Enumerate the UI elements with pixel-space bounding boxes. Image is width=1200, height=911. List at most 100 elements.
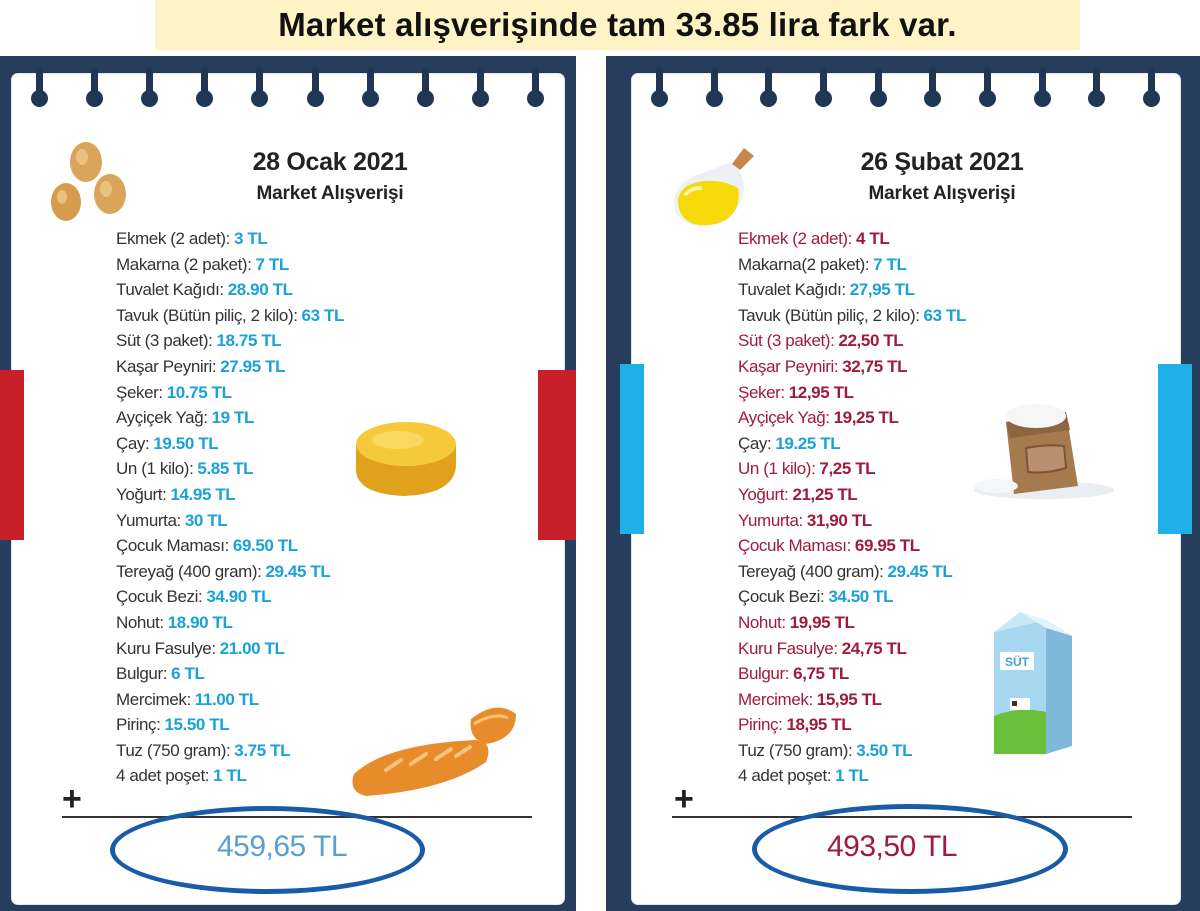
list-item: Ayçiçek Yağ: 19,25 TL bbox=[738, 405, 966, 431]
item-price: 24,75 TL bbox=[841, 638, 907, 658]
february-date: 26 Şubat 2021 bbox=[860, 148, 1024, 176]
item-name: Tuvalet Kağıdı: bbox=[738, 280, 846, 300]
item-name: Çay: bbox=[116, 433, 150, 453]
item-name: Kaşar Peyniri: bbox=[738, 356, 839, 376]
item-name: Un (1 kilo): bbox=[116, 459, 194, 479]
binding-ring-icon bbox=[1033, 68, 1053, 114]
item-name: Tuvalet Kağıdı: bbox=[116, 280, 224, 300]
item-price: 12,95 TL bbox=[788, 382, 854, 402]
item-price: 14.95 TL bbox=[170, 484, 236, 504]
binding-ring-icon bbox=[759, 68, 779, 114]
list-item: Nohut: 19,95 TL bbox=[738, 610, 966, 636]
item-name: Pirinç: bbox=[116, 715, 161, 735]
item-price: 7,25 TL bbox=[819, 459, 876, 479]
total-highlight-circle bbox=[110, 806, 425, 894]
item-name: Nohut: bbox=[738, 612, 786, 632]
list-item: Kuru Fasulye: 21.00 TL bbox=[116, 636, 344, 662]
list-item: Yumurta: 31,90 TL bbox=[738, 508, 966, 534]
binding-ring-icon bbox=[416, 68, 436, 114]
item-price: 19.25 TL bbox=[775, 433, 841, 453]
item-name: Yumurta: bbox=[738, 510, 803, 530]
list-item: Çay: 19.50 TL bbox=[116, 431, 344, 457]
item-name: Ekmek (2 adet): bbox=[738, 229, 852, 248]
item-name: Tereyağ (400 gram): bbox=[738, 561, 884, 581]
item-name: Ekmek (2 adet): bbox=[116, 229, 230, 248]
list-item: Tavuk (Bütün piliç, 2 kilo): 63 TL bbox=[116, 303, 344, 329]
binding-ring-icon bbox=[306, 68, 326, 114]
cheese-icon bbox=[356, 422, 456, 496]
item-price: 19 TL bbox=[211, 408, 255, 428]
item-price: 7 TL bbox=[255, 254, 289, 274]
item-price: 15,95 TL bbox=[816, 689, 882, 709]
list-item: Tuz (750 gram): 3.75 TL bbox=[116, 738, 344, 764]
item-price: 19,25 TL bbox=[833, 408, 899, 428]
item-price: 1 TL bbox=[213, 766, 247, 786]
item-name: Çay: bbox=[738, 433, 772, 453]
binding-ring-icon bbox=[869, 68, 889, 114]
milk-label: SÜT bbox=[1005, 654, 1030, 669]
list-item: Tereyağ (400 gram): 29.45 TL bbox=[738, 559, 966, 585]
february-heading: 26 Şubat 2021 Market Alışverişi bbox=[668, 148, 1200, 205]
list-item: Tuvalet Kağıdı: 28.90 TL bbox=[116, 277, 344, 303]
item-name: Çocuk Bezi: bbox=[116, 587, 203, 607]
list-item: Ayçiçek Yağ: 19 TL bbox=[116, 405, 344, 431]
list-item: Tereyağ (400 gram): 29.45 TL bbox=[116, 559, 344, 585]
item-price: 32,75 TL bbox=[842, 356, 908, 376]
list-item: Ekmek (2 adet): 3 TL bbox=[116, 226, 344, 252]
binding-ring-icon bbox=[650, 68, 670, 114]
list-item: Kaşar Peyniri: 27.95 TL bbox=[116, 354, 344, 380]
flour-sack-icon bbox=[974, 404, 1114, 499]
item-name: Süt (3 paket): bbox=[738, 331, 835, 351]
list-item: Pirinç: 18,95 TL bbox=[738, 712, 966, 738]
item-name: 4 adet poşet: bbox=[738, 766, 832, 786]
list-item: Kuru Fasulye: 24,75 TL bbox=[738, 636, 966, 662]
item-price: 69.50 TL bbox=[232, 536, 298, 556]
oil-bottle-icon bbox=[674, 148, 754, 226]
item-name: Kuru Fasulye: bbox=[738, 638, 838, 658]
list-item: Mercimek: 15,95 TL bbox=[738, 687, 966, 713]
item-price: 11.00 TL bbox=[194, 689, 259, 709]
item-name: Tuz (750 gram): bbox=[738, 740, 853, 760]
january-heading: 28 Ocak 2021 Market Alışverişi bbox=[54, 148, 606, 205]
item-price: 63 TL bbox=[923, 305, 967, 325]
binding-ring-icon bbox=[705, 68, 725, 114]
item-price: 22,50 TL bbox=[838, 331, 904, 351]
item-name: Makarna(2 paket): bbox=[738, 254, 870, 274]
item-name: Süt (3 paket): bbox=[116, 331, 213, 351]
list-item: Çocuk Bezi: 34.90 TL bbox=[116, 584, 344, 610]
list-item: Pirinç: 15.50 TL bbox=[116, 712, 344, 738]
binding-ring-icon bbox=[471, 68, 491, 114]
spiral-binding bbox=[30, 68, 546, 114]
plus-sign: + bbox=[62, 780, 82, 818]
item-price: 28.90 TL bbox=[227, 280, 293, 300]
item-name: Makarna (2 paket): bbox=[116, 254, 252, 274]
list-item: Makarna(2 paket): 7 TL bbox=[738, 252, 966, 278]
binding-ring-icon bbox=[30, 68, 50, 114]
item-price: 34.50 TL bbox=[828, 587, 894, 607]
february-panel: 26 Şubat 2021 Market Alışverişi Ekmek (2… bbox=[606, 56, 1200, 911]
binding-ring-icon bbox=[140, 68, 160, 114]
list-item: Süt (3 paket): 22,50 TL bbox=[738, 328, 966, 354]
milk-carton-icon: SÜT bbox=[994, 612, 1072, 754]
february-notebook-page: 26 Şubat 2021 Market Alışverişi Ekmek (2… bbox=[620, 68, 1192, 904]
item-price: 30 TL bbox=[184, 510, 228, 530]
list-item: Mercimek: 11.00 TL bbox=[116, 687, 344, 713]
item-name: Tavuk (Bütün piliç, 2 kilo): bbox=[116, 305, 298, 325]
item-price: 21,25 TL bbox=[792, 484, 858, 504]
list-item: 4 adet poşet: 1 TL bbox=[116, 763, 344, 789]
binding-ring-icon bbox=[1087, 68, 1107, 114]
list-item: Nohut: 18.90 TL bbox=[116, 610, 344, 636]
list-item: Makarna (2 paket): 7 TL bbox=[116, 252, 344, 278]
left-tab-inner bbox=[0, 370, 24, 540]
item-price: 10.75 TL bbox=[166, 382, 232, 402]
list-item: Tuvalet Kağıdı: 27,95 TL bbox=[738, 277, 966, 303]
item-price: 3.75 TL bbox=[234, 740, 291, 760]
right-tab-inner bbox=[538, 370, 576, 540]
binding-ring-icon bbox=[814, 68, 834, 114]
list-item: Tuz (750 gram): 3.50 TL bbox=[738, 738, 966, 764]
january-item-list: Ekmek (2 adet): 3 TL Makarna (2 paket): 7 T… bbox=[116, 226, 344, 789]
plus-sign: + bbox=[674, 780, 694, 818]
february-subtitle: Market Alışverişi bbox=[868, 183, 1016, 204]
binding-ring-icon bbox=[978, 68, 998, 114]
item-price: 19.50 TL bbox=[153, 433, 219, 453]
